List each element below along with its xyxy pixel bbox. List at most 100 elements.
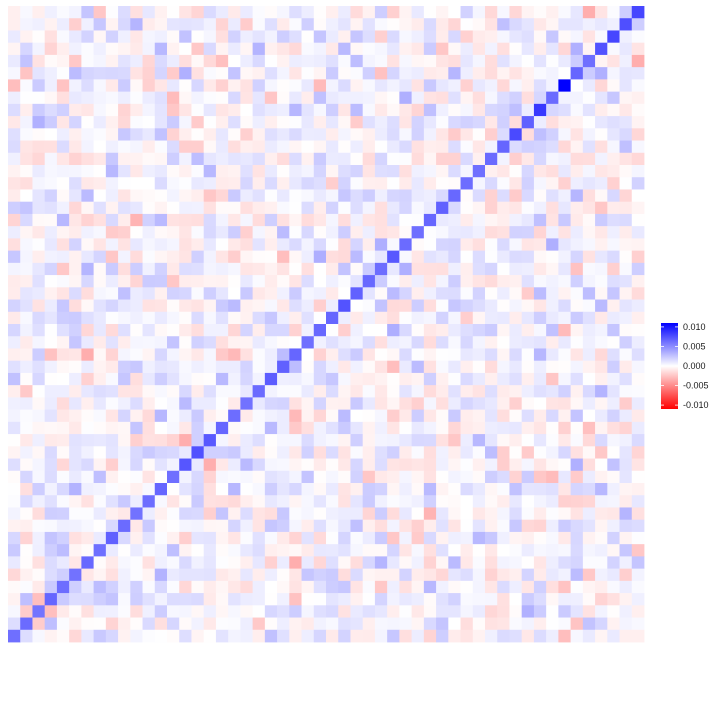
heatmap-cell (313, 421, 327, 435)
heatmap-cell (277, 544, 290, 557)
heatmap-cell (570, 311, 584, 325)
heatmap-cell (44, 544, 58, 557)
heatmap-cell (460, 458, 474, 472)
heatmap-cell (228, 372, 241, 386)
heatmap-cell (228, 18, 241, 31)
heatmap-cell (56, 116, 70, 129)
heatmap-cell (362, 250, 376, 264)
heatmap-cell (105, 556, 119, 570)
heatmap-cell (448, 507, 461, 521)
heatmap-cell (546, 580, 559, 594)
heatmap-cell (191, 79, 205, 93)
heatmap-cell (118, 30, 131, 44)
heatmap-cell (338, 30, 351, 44)
heatmap-cell (228, 617, 241, 631)
heatmap-cell (546, 446, 559, 459)
heatmap-cell (228, 556, 241, 570)
heatmap-cell (497, 299, 510, 313)
heatmap-cell (326, 299, 339, 313)
heatmap-cell (631, 397, 645, 411)
heatmap-cell (264, 103, 278, 117)
heatmap-cell (509, 336, 523, 349)
heatmap-cell (338, 238, 351, 252)
heatmap-cell (32, 67, 46, 80)
heatmap-cell (301, 593, 315, 606)
heatmap-cell (546, 226, 559, 239)
heatmap-cell (301, 189, 315, 203)
heatmap-cell (582, 67, 596, 80)
heatmap-cell (423, 580, 437, 594)
heatmap-cell (411, 103, 425, 117)
heatmap-cell (20, 189, 33, 203)
heatmap-cell (93, 213, 107, 227)
heatmap-cell (240, 556, 254, 570)
heatmap-cell (521, 165, 535, 178)
heatmap-cell (301, 152, 315, 166)
heatmap-cell (509, 470, 523, 484)
heatmap-cell (20, 238, 33, 252)
heatmap-cell (252, 165, 266, 178)
heatmap-cell (631, 189, 645, 203)
heatmap-cell (240, 311, 254, 325)
heatmap-cell (277, 580, 290, 594)
heatmap-cell (338, 6, 351, 19)
heatmap-cell (105, 372, 119, 386)
heatmap-cell (423, 152, 437, 166)
heatmap-cell (546, 495, 559, 508)
heatmap-cell (264, 116, 278, 129)
heatmap-cell (81, 275, 95, 288)
heatmap-cell (546, 372, 559, 386)
heatmap-cell (81, 348, 95, 362)
heatmap-cell (387, 238, 400, 252)
heatmap-cell (582, 79, 596, 93)
heatmap-cell (142, 189, 156, 203)
heatmap-cell (130, 372, 143, 386)
heatmap-cell (436, 79, 449, 93)
heatmap-cell (558, 128, 572, 141)
heatmap-cell (313, 568, 327, 582)
heatmap-cell (167, 483, 180, 496)
heatmap-cell (436, 18, 449, 31)
heatmap-cell (228, 544, 241, 557)
heatmap-cell (374, 140, 388, 154)
heatmap-cell (582, 568, 596, 582)
heatmap-cell (448, 360, 461, 374)
heatmap-cell (595, 30, 608, 44)
heatmap-cell (533, 79, 547, 93)
heatmap-cell (8, 67, 21, 80)
heatmap-cell (203, 152, 217, 166)
heatmap-cell (167, 495, 180, 508)
heatmap-cell (142, 287, 156, 300)
heatmap-cell (264, 348, 278, 362)
heatmap-cell (485, 116, 498, 129)
heatmap-cell (252, 458, 266, 472)
heatmap-cell (69, 177, 82, 190)
heatmap-cell (436, 360, 449, 374)
heatmap-cell (387, 67, 400, 80)
heatmap-cell (546, 275, 559, 288)
heatmap-cell (619, 336, 633, 349)
heatmap-cell (313, 116, 327, 129)
heatmap-cell (105, 483, 119, 496)
heatmap-cell (167, 385, 180, 398)
heatmap-diagonal-cell (350, 287, 364, 300)
heatmap-cell (167, 54, 180, 68)
heatmap-cell (252, 617, 266, 631)
heatmap-cell (631, 238, 645, 252)
heatmap-cell (362, 177, 376, 190)
heatmap-cell (472, 42, 486, 56)
heatmap-cell (399, 275, 413, 288)
heatmap-cell (93, 483, 107, 496)
heatmap-cell (436, 54, 449, 68)
heatmap-cell (130, 213, 143, 227)
heatmap-cell (326, 262, 339, 276)
heatmap-cell (558, 470, 572, 484)
heatmap-cell (448, 629, 461, 643)
heatmap-cell (264, 30, 278, 44)
heatmap-cell (8, 250, 21, 264)
heatmap-cell (448, 287, 461, 300)
heatmap-cell (179, 67, 192, 80)
heatmap-cell (191, 152, 205, 166)
heatmap-cell (558, 385, 572, 398)
heatmap-cell (374, 299, 388, 313)
